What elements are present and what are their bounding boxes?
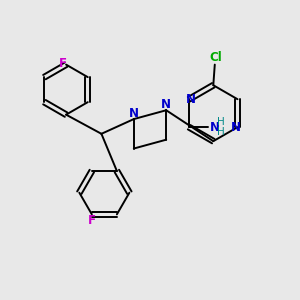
Text: N: N	[210, 121, 220, 134]
Text: H: H	[217, 127, 225, 137]
Text: Cl: Cl	[209, 51, 222, 64]
Text: F: F	[58, 57, 67, 70]
Text: N: N	[186, 93, 196, 106]
Text: N: N	[129, 107, 139, 120]
Text: F: F	[88, 214, 96, 227]
Text: H: H	[217, 117, 225, 127]
Text: N: N	[230, 121, 241, 134]
Text: N: N	[161, 98, 171, 111]
